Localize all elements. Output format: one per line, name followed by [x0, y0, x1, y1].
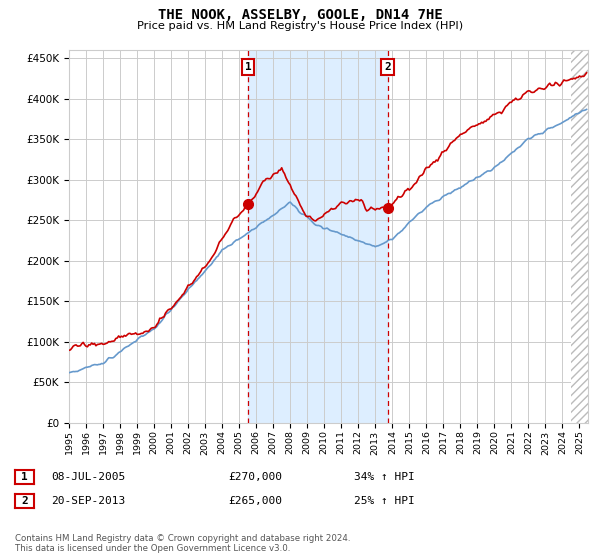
Text: 20-SEP-2013: 20-SEP-2013 [51, 496, 125, 506]
Text: Contains HM Land Registry data © Crown copyright and database right 2024.
This d: Contains HM Land Registry data © Crown c… [15, 534, 350, 553]
Text: £270,000: £270,000 [228, 472, 282, 482]
Bar [571, 50, 588, 423]
Text: 2: 2 [21, 496, 28, 506]
Text: £265,000: £265,000 [228, 496, 282, 506]
Text: 1: 1 [21, 472, 28, 482]
Text: 2: 2 [384, 62, 391, 72]
Bar [248, 50, 388, 423]
Text: THE NOOK, ASSELBY, GOOLE, DN14 7HE: THE NOOK, ASSELBY, GOOLE, DN14 7HE [158, 8, 442, 22]
Text: 25% ↑ HPI: 25% ↑ HPI [354, 496, 415, 506]
Text: 34% ↑ HPI: 34% ↑ HPI [354, 472, 415, 482]
Text: 08-JUL-2005: 08-JUL-2005 [51, 472, 125, 482]
Text: Price paid vs. HM Land Registry's House Price Index (HPI): Price paid vs. HM Land Registry's House … [137, 21, 463, 31]
Text: 1: 1 [245, 62, 251, 72]
